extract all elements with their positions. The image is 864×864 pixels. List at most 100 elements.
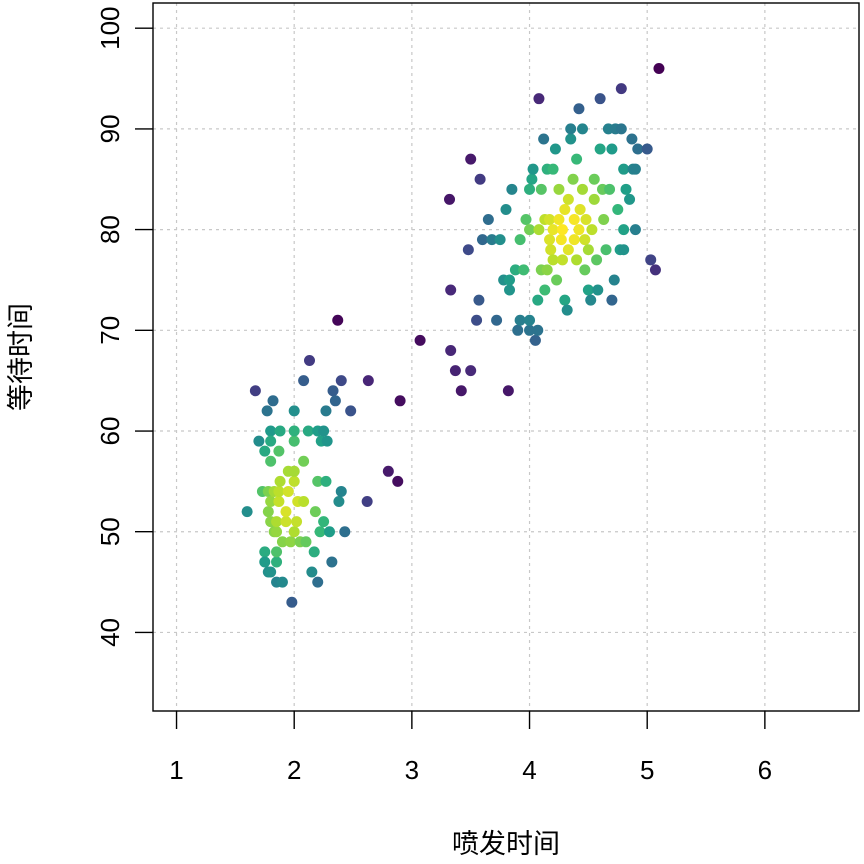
data-point <box>504 274 516 286</box>
data-point <box>524 314 536 326</box>
data-point <box>274 475 286 487</box>
data-point <box>500 203 512 215</box>
data-point <box>544 234 556 246</box>
data-point <box>556 254 568 266</box>
data-point <box>582 244 594 256</box>
data-point <box>309 506 321 518</box>
data-point <box>606 143 618 155</box>
data-point <box>518 264 530 276</box>
data-point <box>306 566 318 578</box>
data-point <box>465 153 477 165</box>
data-point <box>345 405 357 417</box>
data-point <box>271 516 283 528</box>
data-point <box>629 163 641 175</box>
data-point <box>308 546 320 558</box>
data-point <box>520 214 532 226</box>
data-point <box>320 475 332 487</box>
data-point <box>288 405 300 417</box>
data-point <box>612 203 624 215</box>
data-point <box>591 254 603 266</box>
data-point <box>541 264 553 276</box>
data-point <box>273 485 285 497</box>
data-point <box>567 173 579 185</box>
data-point <box>339 526 351 538</box>
data-point <box>259 556 271 568</box>
data-point <box>576 123 588 135</box>
data-point <box>574 203 586 215</box>
data-point <box>414 334 426 346</box>
y-tick-label: 50 <box>95 517 125 546</box>
data-point <box>335 375 347 387</box>
data-point <box>547 224 559 236</box>
data-point <box>509 264 521 276</box>
y-tick-label: 60 <box>95 417 125 446</box>
data-point <box>514 314 526 326</box>
data-point <box>361 496 373 508</box>
data-point <box>626 133 638 145</box>
x-axis-title: 喷发时间 <box>452 829 560 860</box>
data-point <box>465 365 477 377</box>
data-point <box>553 183 565 195</box>
x-tick-label: 4 <box>522 755 536 785</box>
data-point <box>539 284 551 296</box>
data-point <box>318 425 330 437</box>
data-point <box>273 496 285 508</box>
data-point <box>588 193 600 205</box>
data-point <box>265 425 277 437</box>
x-tick-label: 5 <box>640 755 654 785</box>
data-point <box>291 516 303 528</box>
data-point <box>326 556 338 568</box>
y-axis-title: 等待时间 <box>6 303 37 411</box>
data-point <box>262 506 274 518</box>
data-point <box>571 153 583 165</box>
data-point <box>504 284 516 296</box>
data-point <box>632 143 644 155</box>
data-point <box>568 214 580 226</box>
data-point <box>288 475 300 487</box>
data-point <box>276 536 288 548</box>
data-point <box>551 274 563 286</box>
data-point <box>579 234 591 246</box>
data-point <box>271 556 283 568</box>
points-layer <box>241 62 665 608</box>
data-point <box>474 173 486 185</box>
data-point <box>561 304 573 316</box>
data-point <box>324 526 335 538</box>
data-point <box>274 425 286 437</box>
data-point <box>527 163 539 175</box>
data-point <box>286 596 298 608</box>
y-tick-label: 100 <box>95 6 125 49</box>
grid-layer <box>153 3 859 711</box>
data-point <box>524 324 536 336</box>
y-axis: 40 50 60 70 80 90 100 <box>95 6 153 647</box>
data-point <box>318 516 330 528</box>
data-point <box>506 183 518 195</box>
data-point <box>494 234 506 246</box>
y-tick-label: 40 <box>95 618 125 647</box>
data-point <box>608 274 620 286</box>
data-point <box>335 485 347 497</box>
data-point <box>259 445 271 457</box>
data-point <box>271 526 283 538</box>
data-point <box>524 224 536 236</box>
data-point <box>620 183 632 195</box>
data-point <box>588 173 600 185</box>
data-point <box>579 264 591 276</box>
data-point <box>624 193 636 205</box>
data-point <box>547 254 559 266</box>
data-point <box>645 254 657 266</box>
data-point <box>586 224 598 236</box>
data-point <box>449 365 461 377</box>
data-point <box>512 324 524 336</box>
data-point <box>288 526 300 538</box>
data-point <box>629 224 641 236</box>
data-point <box>445 284 457 296</box>
data-point <box>594 143 606 155</box>
data-point <box>298 375 310 387</box>
data-point <box>482 214 494 226</box>
data-point <box>533 93 545 105</box>
data-point <box>573 103 585 115</box>
data-point <box>265 496 277 508</box>
data-point <box>535 183 547 195</box>
data-point <box>276 576 288 588</box>
